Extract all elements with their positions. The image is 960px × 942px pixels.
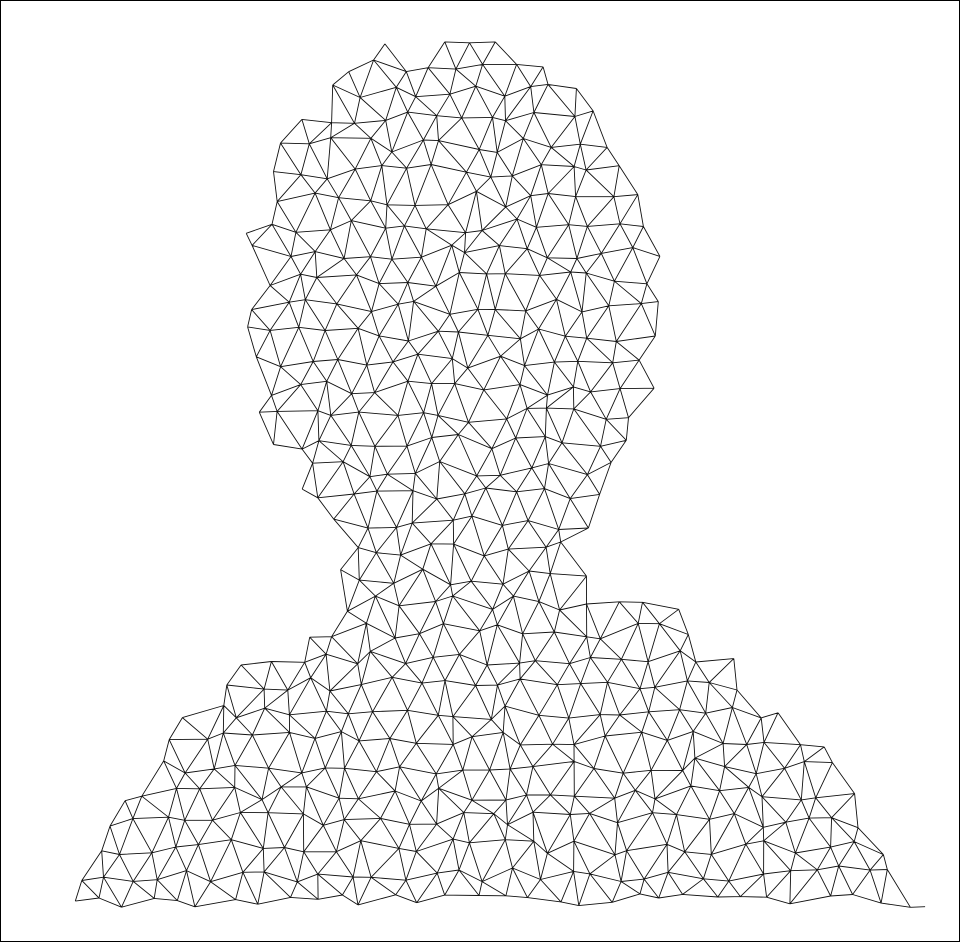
mesh	[74, 41, 926, 908]
